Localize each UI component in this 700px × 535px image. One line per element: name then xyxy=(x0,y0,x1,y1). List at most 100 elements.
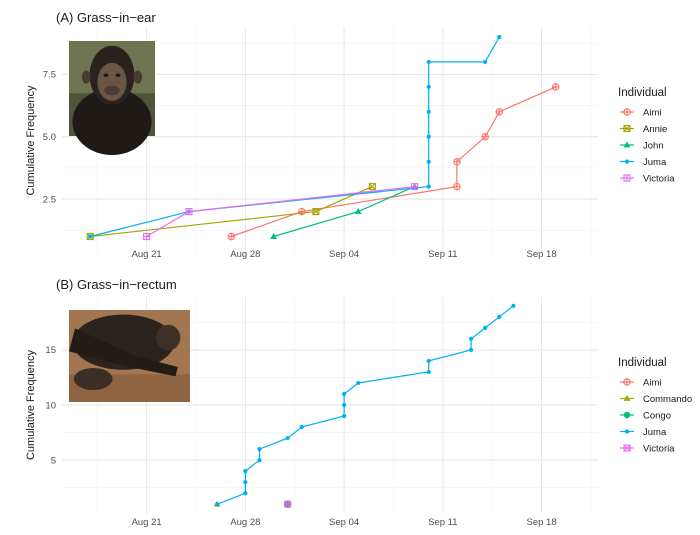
data-point-juma xyxy=(426,358,431,364)
data-point-juma xyxy=(426,134,431,139)
legend-label: Commando xyxy=(643,394,692,405)
data-point-aimi xyxy=(453,182,461,191)
data-point-juma xyxy=(88,234,93,239)
panel-grass-in-rectum: Aug 21 Aug 28 Sep 04 Sep 11 Sep 18 5 10 15 (B) G… xyxy=(25,277,692,528)
x-tick-label: Aug 28 xyxy=(230,517,260,528)
legend-label: Aimi xyxy=(643,377,661,388)
data-point-annie xyxy=(368,183,376,191)
x-tick-label: Aug 21 xyxy=(132,249,162,260)
series-annie xyxy=(86,183,376,241)
data-point-juma xyxy=(468,336,474,341)
x-tick-label: Sep 04 xyxy=(329,249,359,260)
data-point-aimi xyxy=(551,83,560,91)
legend-item-juma: Juma xyxy=(620,427,667,438)
data-point-juma xyxy=(426,159,431,164)
data-point-juma xyxy=(497,34,502,40)
legend-key-marker xyxy=(623,444,631,452)
data-point-juma xyxy=(215,502,220,507)
x-tick-label: Sep 04 xyxy=(329,517,359,528)
data-point-victoria xyxy=(411,183,419,191)
legend-label: Annie xyxy=(643,124,667,135)
data-point-aimi xyxy=(495,108,504,116)
legend-key-marker xyxy=(623,124,631,133)
legend-label: Victoria xyxy=(643,173,675,184)
data-point-juma xyxy=(243,469,248,474)
data-point-juma xyxy=(497,314,502,319)
legend-item-congo: Congo xyxy=(620,410,671,421)
series-victoria xyxy=(143,183,419,241)
series-victoria xyxy=(284,500,292,508)
series-aimi xyxy=(227,83,560,241)
data-point-juma xyxy=(483,59,488,65)
legend-item-victoria: Victoria xyxy=(620,173,675,184)
panel-grass-in-ear: Aug 21 Aug 28 Sep 04 Sep 11 Sep 18 2.5 5.0 7.5 (… xyxy=(25,10,675,260)
legend-key-marker xyxy=(623,174,631,182)
series-juma xyxy=(215,303,516,507)
data-point-aimi xyxy=(481,133,489,141)
panel-title: (A) Grass−in−ear xyxy=(56,10,156,25)
legend-item-victoria: Victoria xyxy=(620,443,675,454)
x-tick-label: Sep 11 xyxy=(428,249,457,260)
legend-key-marker xyxy=(623,411,631,419)
legend-key-marker xyxy=(623,394,631,401)
y-tick-label: 5 xyxy=(51,455,56,466)
data-point-aimi xyxy=(227,232,236,241)
data-point-juma xyxy=(342,402,347,408)
y-tick-label: 10 xyxy=(45,400,56,411)
data-point-juma xyxy=(426,59,431,65)
legend-item-juma: Juma xyxy=(620,157,667,168)
data-point-juma xyxy=(285,435,290,441)
data-point-juma xyxy=(426,84,431,89)
data-point-juma xyxy=(483,325,488,330)
legend: Individual Aimi Commando Congo Juma Victoria xyxy=(618,357,692,454)
x-tick-label: Sep 18 xyxy=(527,249,557,260)
series-john xyxy=(270,183,419,239)
x-tick-label: Sep 11 xyxy=(428,517,457,528)
data-point-juma xyxy=(342,413,347,419)
panel-title: (B) Grass−in−rectum xyxy=(56,277,177,292)
y-tick-label: 2.5 xyxy=(43,194,56,205)
data-point-juma xyxy=(426,109,431,114)
data-point-victoria xyxy=(143,232,151,241)
series-line-annie xyxy=(90,186,373,238)
legend-item-john: John xyxy=(620,140,664,151)
legend-key-marker xyxy=(623,141,631,148)
data-point-juma xyxy=(257,458,262,463)
legend-label: Victoria xyxy=(643,443,675,454)
legend-label: Aimi xyxy=(643,107,661,118)
data-point-juma xyxy=(426,184,431,189)
data-point-juma xyxy=(243,491,248,496)
data-point-juma xyxy=(342,391,347,397)
x-tick-label: Aug 28 xyxy=(230,249,260,260)
legend-label: Juma xyxy=(643,427,667,438)
y-tick-label: 15 xyxy=(45,345,56,356)
data-point-victoria xyxy=(284,500,292,508)
series-line-juma xyxy=(90,36,500,238)
y-tick-label: 7.5 xyxy=(43,70,56,81)
data-point-juma xyxy=(299,424,304,430)
x-tick-label: Aug 21 xyxy=(132,517,162,528)
legend-label: Juma xyxy=(643,157,667,168)
data-point-john xyxy=(270,232,277,239)
data-point-annie xyxy=(312,208,320,216)
data-point-victoria xyxy=(185,208,193,216)
legend-key-marker xyxy=(624,429,630,434)
data-point-juma xyxy=(356,380,361,386)
legend-item-aimi: Aimi xyxy=(620,107,661,118)
data-point-john xyxy=(354,207,362,214)
legend-label: John xyxy=(643,140,664,151)
chimpanzee-portrait-photo xyxy=(69,41,155,155)
data-point-juma xyxy=(426,369,431,375)
y-axis-title: Cumulative Frequency xyxy=(25,349,37,460)
data-point-aimi xyxy=(453,157,461,166)
y-tick-label: 5.0 xyxy=(43,132,56,143)
data-point-juma xyxy=(511,303,516,308)
legend: Individual Aimi Annie John Juma Victoria xyxy=(618,87,675,184)
chimpanzee-sitting-photo xyxy=(69,310,190,402)
legend-item-annie: Annie xyxy=(620,124,667,135)
legend-key-marker xyxy=(623,378,631,386)
data-point-juma xyxy=(243,480,248,485)
data-point-juma xyxy=(257,446,262,452)
legend-key-marker xyxy=(623,108,631,116)
